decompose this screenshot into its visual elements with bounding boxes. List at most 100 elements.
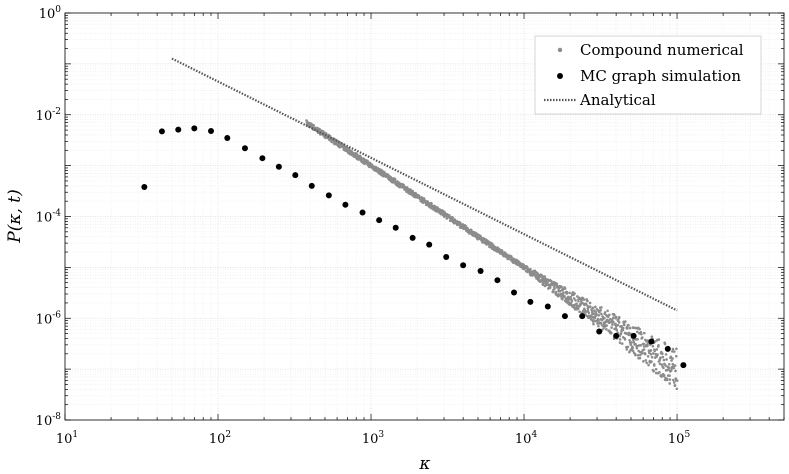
compound-numerical-point bbox=[599, 321, 603, 325]
compound-numerical-point bbox=[671, 347, 675, 351]
compound-numerical-point bbox=[606, 315, 610, 319]
compound-numerical-point bbox=[653, 349, 657, 353]
compound-numerical-point bbox=[568, 291, 571, 295]
compound-numerical-point bbox=[575, 302, 578, 306]
mc-simulation-point bbox=[426, 241, 433, 248]
ticks bbox=[64, 12, 785, 421]
x-tick-label: 104 bbox=[515, 430, 538, 447]
compound-numerical-point bbox=[574, 299, 577, 302]
compound-numerical-point bbox=[614, 322, 617, 326]
mc-simulation-point bbox=[630, 332, 637, 339]
compound-numerical-point bbox=[558, 289, 562, 293]
compound-numerical-point bbox=[510, 255, 513, 258]
compound-numerical-point bbox=[599, 308, 603, 312]
compound-numerical-point bbox=[584, 302, 588, 306]
compound-numerical-point bbox=[640, 332, 643, 336]
compound-numerical-point bbox=[668, 382, 671, 385]
compound-numerical-point bbox=[577, 299, 580, 303]
compound-numerical-point bbox=[664, 353, 668, 356]
compound-numerical-point bbox=[665, 378, 669, 382]
mc-simulation-point bbox=[409, 234, 416, 241]
compound-numerical-point bbox=[671, 378, 675, 382]
compound-numerical-point bbox=[591, 306, 595, 310]
compound-numerical-point bbox=[548, 286, 552, 289]
legend-box bbox=[534, 35, 762, 115]
x-tick-label: 102 bbox=[209, 430, 231, 447]
compound-numerical-point bbox=[654, 367, 658, 371]
mc-simulation-point bbox=[511, 289, 518, 296]
compound-numerical-point bbox=[595, 312, 598, 316]
compound-numerical-point bbox=[612, 320, 615, 324]
x-axis-label: κ bbox=[418, 454, 430, 474]
mc-simulation-point bbox=[680, 362, 687, 369]
compound-numerical-point bbox=[586, 309, 590, 312]
compound-numerical-point bbox=[650, 335, 654, 339]
compound-numerical-point bbox=[560, 285, 564, 289]
compound-numerical-point bbox=[597, 313, 601, 317]
compound-numerical-point bbox=[618, 338, 622, 341]
compound-numerical-point bbox=[430, 202, 433, 205]
y-tick-label: 10-8 bbox=[36, 412, 62, 429]
compound-numerical-point bbox=[631, 346, 635, 350]
compound-numerical-point bbox=[355, 153, 359, 156]
compound-numerical-point bbox=[590, 308, 593, 312]
x-tick-label: 105 bbox=[668, 430, 691, 447]
compound-numerical-point bbox=[611, 318, 614, 322]
compound-numerical-point bbox=[646, 344, 649, 348]
y-axis-label: P(κ, t) bbox=[5, 189, 25, 244]
compound-numerical-point bbox=[617, 316, 621, 319]
compound-numerical-point bbox=[628, 339, 631, 342]
compound-numerical-point bbox=[409, 188, 412, 191]
compound-numerical-point bbox=[312, 124, 315, 127]
compound-numerical-point bbox=[642, 331, 646, 335]
mc-simulation-point bbox=[342, 201, 349, 208]
compound-numerical-point bbox=[503, 251, 507, 255]
mc-graph-simulation-series bbox=[141, 125, 687, 369]
compound-numerical-point bbox=[628, 326, 632, 330]
compound-numerical-point bbox=[673, 384, 677, 387]
compound-numerical-point bbox=[563, 287, 567, 290]
compound-numerical-point bbox=[644, 359, 648, 362]
compound-numerical-point bbox=[600, 306, 603, 309]
compound-numerical-point bbox=[543, 275, 547, 278]
compound-numerical-point bbox=[661, 352, 664, 355]
compound-numerical-point bbox=[650, 360, 653, 363]
compound-numerical-point bbox=[623, 338, 627, 341]
legend-mc-marker bbox=[557, 73, 563, 79]
compound-numerical-point bbox=[652, 363, 656, 366]
compound-numerical-point bbox=[656, 353, 659, 356]
compound-numerical-point bbox=[675, 387, 679, 391]
compound-numerical-point bbox=[634, 353, 637, 357]
compound-numerical-point bbox=[635, 330, 639, 334]
compound-numerical-point bbox=[573, 292, 576, 295]
compound-numerical-point bbox=[669, 355, 673, 359]
compound-numerical-point bbox=[643, 352, 647, 356]
compound-numerical-point bbox=[560, 294, 563, 298]
mc-simulation-point bbox=[158, 128, 165, 135]
compound-numerical-point bbox=[551, 290, 555, 294]
compound-numerical-point bbox=[587, 311, 591, 315]
compound-numerical-point bbox=[592, 322, 595, 326]
compound-numerical-point bbox=[553, 287, 556, 290]
compound-numerical-point bbox=[554, 290, 558, 294]
mc-simulation-point bbox=[613, 332, 620, 339]
compound-numerical-point bbox=[629, 343, 633, 346]
compound-numerical-point bbox=[366, 159, 369, 163]
mc-simulation-point bbox=[664, 345, 671, 352]
compound-numerical-point bbox=[572, 297, 576, 300]
compound-numerical-point bbox=[636, 337, 639, 341]
compound-numerical-point bbox=[597, 319, 600, 322]
mc-simulation-point bbox=[392, 224, 399, 231]
compound-numerical-point bbox=[600, 312, 603, 316]
compound-numerical-point bbox=[667, 363, 671, 366]
compound-numerical-point bbox=[586, 304, 589, 307]
compound-numerical-point bbox=[662, 374, 666, 377]
mc-simulation-point bbox=[208, 127, 215, 134]
compound-numerical-point bbox=[590, 310, 594, 314]
mc-simulation-point bbox=[259, 155, 266, 162]
legend-mc-label: MC graph simulation bbox=[580, 67, 741, 85]
compound-numerical-point bbox=[675, 379, 679, 382]
mc-simulation-point bbox=[308, 182, 315, 189]
compound-numerical-point bbox=[566, 295, 570, 299]
compound-numerical-point bbox=[663, 342, 667, 346]
